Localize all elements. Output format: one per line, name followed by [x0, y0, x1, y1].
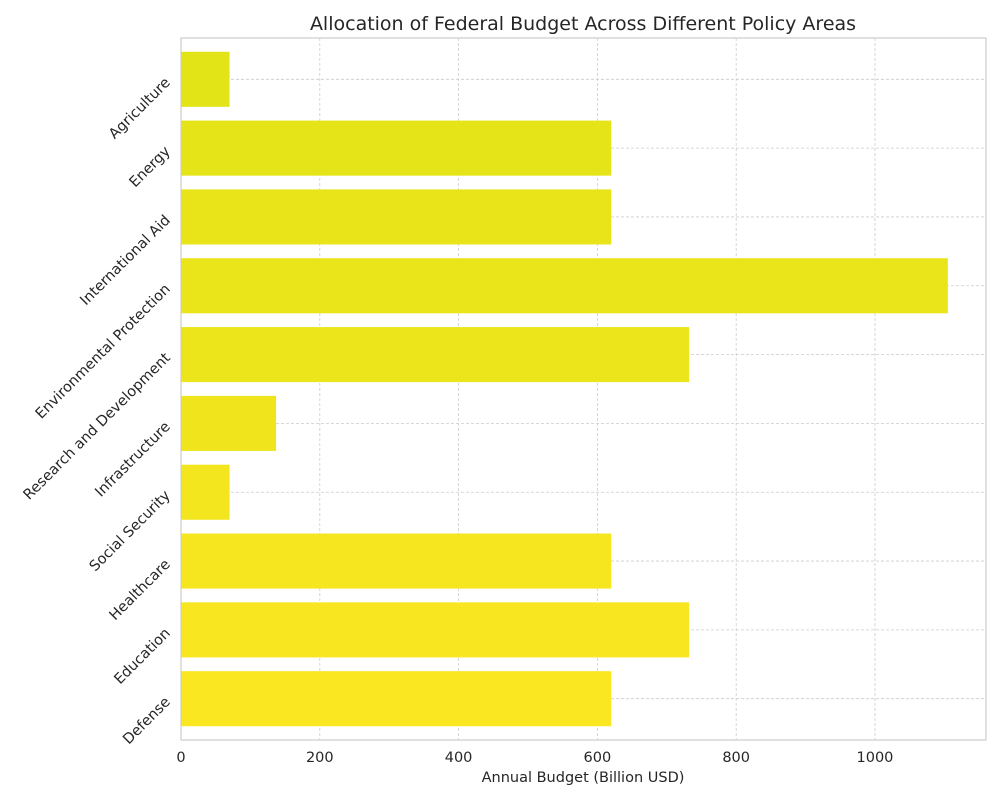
- y-tick-label: Healthcare: [107, 557, 174, 624]
- y-tick-label: Environmental Protection: [33, 281, 174, 422]
- y-tick-label: Defense: [120, 694, 174, 748]
- bar: [181, 533, 612, 589]
- y-tick-label: Energy: [127, 143, 175, 191]
- bar: [181, 51, 230, 107]
- bar: [181, 602, 689, 658]
- bar: [181, 327, 689, 383]
- bar: [181, 671, 612, 727]
- y-tick-label: Education: [111, 625, 173, 687]
- bar: [181, 189, 612, 245]
- plot-frame: [180, 37, 987, 741]
- x-tick-label: 800: [722, 750, 750, 766]
- y-tick-label: Research and Development: [21, 350, 174, 503]
- bars: [181, 51, 948, 727]
- x-tick-label: 1000: [857, 750, 894, 766]
- bar: [181, 258, 948, 314]
- y-tick-label: Agriculture: [106, 75, 174, 143]
- x-tick-label: 600: [584, 750, 612, 766]
- x-axis-ticks: 0 200 400 600 800 1000: [176, 750, 893, 766]
- x-tick-label: 400: [445, 750, 473, 766]
- chart-title: Allocation of Federal Budget Across Diff…: [310, 13, 856, 35]
- x-tick-label: 0: [176, 750, 185, 766]
- bar: [181, 120, 612, 176]
- bar: [181, 395, 277, 451]
- x-axis-label: Annual Budget (Billion USD): [482, 770, 685, 786]
- bar: [181, 464, 230, 520]
- x-tick-label: 200: [306, 750, 334, 766]
